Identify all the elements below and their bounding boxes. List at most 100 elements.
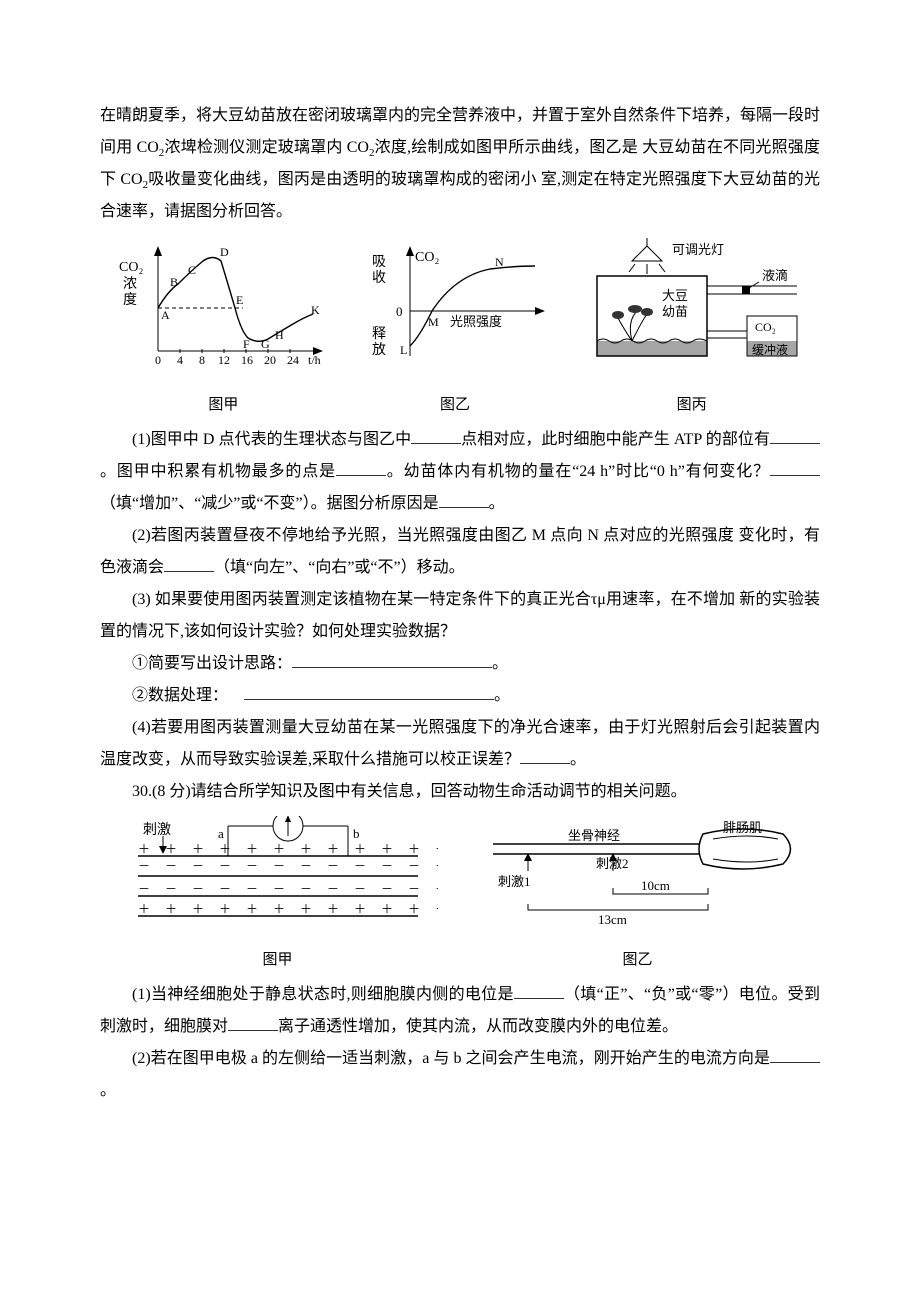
svg-text:放: 放 bbox=[372, 342, 386, 358]
svg-text:N: N bbox=[495, 255, 504, 269]
blank bbox=[244, 683, 494, 700]
blank bbox=[770, 1046, 820, 1063]
q30-1: (1)当神经细胞处于静息状态时,则细胞膜内侧的电位是（填“正”、“负”或“零”）… bbox=[100, 979, 820, 1043]
blank bbox=[228, 1014, 278, 1031]
intro-text-4: 吸收量变化曲线，图丙是由透明的玻璃罩构成的密闭小 室,测定在特定光照强度下大豆幼… bbox=[100, 171, 820, 220]
q4-b: 。 bbox=[570, 751, 586, 768]
q3-s2a: ②数据处理： bbox=[132, 687, 228, 704]
svg-text:H: H bbox=[275, 328, 284, 342]
svg-text:－ － － － － － － － － － － － －: － － － － － － － － － － － － － bbox=[138, 859, 438, 873]
figure-row-2: ＋ ＋ ＋ ＋ ＋ ＋ ＋ ＋ ＋ ＋ ＋ ＋ ＋ － － － － － － － … bbox=[100, 816, 820, 975]
svg-text:8: 8 bbox=[199, 353, 205, 367]
q3: (3) 如果要使用图丙装置测定该植物在某一特定条件下的真正光合τμ用速率，在不增… bbox=[100, 584, 820, 648]
intro-text-2: 浓埤检测仪测定玻璃罩内 CO bbox=[164, 139, 369, 156]
svg-text:大豆: 大豆 bbox=[662, 288, 688, 303]
lamp-label: 可调光灯 bbox=[672, 242, 724, 257]
jia-ylabel-co2: CO₂ bbox=[119, 260, 143, 275]
q3-a: (3) 如果要使用图丙装置测定该植物在某一特定条件下的真正光合τμ用速率，在不增… bbox=[100, 591, 820, 640]
q30-2-a: (2)若在图甲电极 a 的左侧给一适当刺激，a 与 b 之间会产生电流，刚开始产… bbox=[132, 1050, 770, 1067]
blank bbox=[770, 459, 820, 476]
svg-text:C: C bbox=[188, 263, 196, 277]
svg-text:12: 12 bbox=[218, 353, 230, 367]
svg-text:幼苗: 幼苗 bbox=[662, 304, 688, 319]
svg-text:吸: 吸 bbox=[372, 255, 386, 270]
svg-text:K: K bbox=[311, 303, 320, 317]
svg-text:缓冲液: 缓冲液 bbox=[752, 342, 788, 357]
svg-text:刺激1: 刺激1 bbox=[498, 874, 531, 889]
q1-d: 。幼苗体内有机物的量在“24 h”时比“0 h”有何变化？ bbox=[386, 463, 770, 480]
q30-2: (2)若在图甲电极 a 的左侧给一适当刺激，a 与 b 之间会产生电流，刚开始产… bbox=[100, 1043, 820, 1107]
svg-text:16: 16 bbox=[241, 353, 253, 367]
svg-text:F: F bbox=[243, 337, 250, 351]
svg-text:刺激: 刺激 bbox=[143, 821, 171, 838]
svg-text:刺激2: 刺激2 bbox=[596, 856, 629, 871]
blank bbox=[439, 491, 489, 508]
q3-s1: ①简要写出设计思路： 。 bbox=[100, 648, 820, 680]
q1: (1)图甲中 D 点代表的生理状态与图乙中 点相对应，此时细胞中能产生 ATP 的… bbox=[100, 424, 820, 520]
q3-s2b: 。 bbox=[494, 687, 510, 704]
svg-text:24: 24 bbox=[287, 353, 299, 367]
svg-text:13cm: 13cm bbox=[598, 912, 627, 927]
blank bbox=[770, 427, 820, 444]
svg-text:b: b bbox=[353, 826, 360, 841]
svg-text:收: 收 bbox=[372, 270, 386, 286]
svg-text:D: D bbox=[220, 245, 229, 259]
q1-c: 。图甲中积累有机物最多的点是 bbox=[100, 463, 336, 480]
q1-e: （填“增加”、“减少”或“不变”）。据图分析原因是 bbox=[100, 495, 439, 512]
svg-text:0: 0 bbox=[155, 353, 161, 367]
jia-ylabel-2: 度 bbox=[123, 292, 137, 308]
blank bbox=[336, 459, 386, 476]
svg-text:＋ ＋ ＋ ＋ ＋ ＋ ＋ ＋ ＋ ＋ ＋ ＋ ＋: ＋ ＋ ＋ ＋ ＋ ＋ ＋ ＋ ＋ ＋ ＋ ＋ ＋ bbox=[138, 902, 438, 916]
figure2-jia: ＋ ＋ ＋ ＋ ＋ ＋ ＋ ＋ ＋ ＋ ＋ ＋ ＋ － － － － － － － … bbox=[118, 816, 438, 975]
q1-a: (1)图甲中 D 点代表的生理状态与图乙中 bbox=[132, 431, 411, 448]
svg-text:光照强度: 光照强度 bbox=[450, 314, 502, 329]
blank bbox=[514, 982, 564, 999]
blank bbox=[164, 555, 214, 572]
svg-text:坐骨神经: 坐骨神经 bbox=[568, 828, 620, 843]
svg-text:CO₂: CO₂ bbox=[755, 320, 776, 334]
svg-text:4: 4 bbox=[177, 353, 183, 367]
q1-b: 点相对应，此时细胞中能产生 ATP 的部位有 bbox=[461, 431, 770, 448]
svg-text:L: L bbox=[400, 343, 407, 357]
q1-f: 。 bbox=[489, 495, 505, 512]
q30-1-c: 离子通透性增加，使其内流，从而改变膜内外的电位差。 bbox=[278, 1018, 678, 1035]
figure-row-1: CO₂ 浓 度 A B C D E F G H K 0 4 8 12 16 20… bbox=[100, 236, 820, 420]
intro-paragraph: 在晴朗夏季，将大豆幼苗放在密闭玻璃罩内的完全营养液中，并置于室外自然条件下培养，… bbox=[100, 100, 820, 228]
q3-s1a: ①简要写出设计思路： bbox=[132, 655, 292, 672]
q30: 30.(8 分)请结合所学知识及图中有关信息，回答动物生命活动调节的相关问题。 bbox=[100, 776, 820, 808]
figcap2-jia: 图甲 bbox=[118, 945, 438, 975]
svg-text:E: E bbox=[236, 293, 243, 307]
jia-ylabel-1: 浓 bbox=[123, 276, 137, 292]
svg-text:A: A bbox=[161, 308, 170, 322]
figcap2-yi: 图乙 bbox=[473, 945, 803, 975]
q4-a: (4)若要用图丙装置测量大豆幼苗在某一光照强度下的净光合速率，由于灯光照射后会引… bbox=[100, 719, 820, 768]
figcap-bing: 图丙 bbox=[577, 390, 807, 420]
svg-text:20: 20 bbox=[264, 353, 276, 367]
svg-text:t/h: t/h bbox=[308, 353, 321, 367]
figcap-yi: 图乙 bbox=[360, 390, 550, 420]
q3-s1b: 。 bbox=[492, 655, 508, 672]
svg-text:10cm: 10cm bbox=[641, 878, 670, 893]
svg-text:腓肠肌: 腓肠肌 bbox=[723, 820, 762, 835]
q2-b: （填“向左”、“向右”或“不”）移动。 bbox=[214, 559, 465, 576]
q4: (4)若要用图丙装置测量大豆幼苗在某一光照强度下的净光合速率，由于灯光照射后会引… bbox=[100, 712, 820, 776]
figcap-jia: 图甲 bbox=[113, 390, 333, 420]
q30-2-b: 。 bbox=[100, 1082, 116, 1099]
svg-text:M: M bbox=[428, 315, 439, 329]
figure-yi: 吸 收 释 放 CO₂ 0 L M N 光照强度 图乙 bbox=[360, 236, 550, 420]
q30-a: 30.(8 分)请结合所学知识及图中有关信息，回答动物生命活动调节的相关问题。 bbox=[132, 783, 687, 800]
svg-text:＋ ＋ ＋ ＋ ＋ ＋ ＋ ＋ ＋ ＋ ＋ ＋ ＋: ＋ ＋ ＋ ＋ ＋ ＋ ＋ ＋ ＋ ＋ ＋ ＋ ＋ bbox=[138, 842, 438, 856]
figure-bing: 可调光灯 大豆 幼苗 液滴 CO₂ 缓冲液 bbox=[577, 236, 807, 420]
figure-jia: CO₂ 浓 度 A B C D E F G H K 0 4 8 12 16 20… bbox=[113, 236, 333, 420]
svg-text:B: B bbox=[170, 275, 178, 289]
blank bbox=[520, 747, 570, 764]
figure2-yi: 坐骨神经 腓肠肌 刺激1 刺激2 10cm 13cm 图乙 bbox=[473, 816, 803, 975]
blank bbox=[292, 651, 492, 668]
blank bbox=[411, 427, 461, 444]
svg-text:液滴: 液滴 bbox=[762, 268, 788, 283]
svg-text:a: a bbox=[218, 826, 224, 841]
svg-text:G: G bbox=[261, 337, 270, 351]
svg-text:释: 释 bbox=[372, 326, 386, 342]
svg-text:CO₂: CO₂ bbox=[415, 250, 439, 265]
q3-s2: ②数据处理： 。 bbox=[100, 680, 820, 712]
